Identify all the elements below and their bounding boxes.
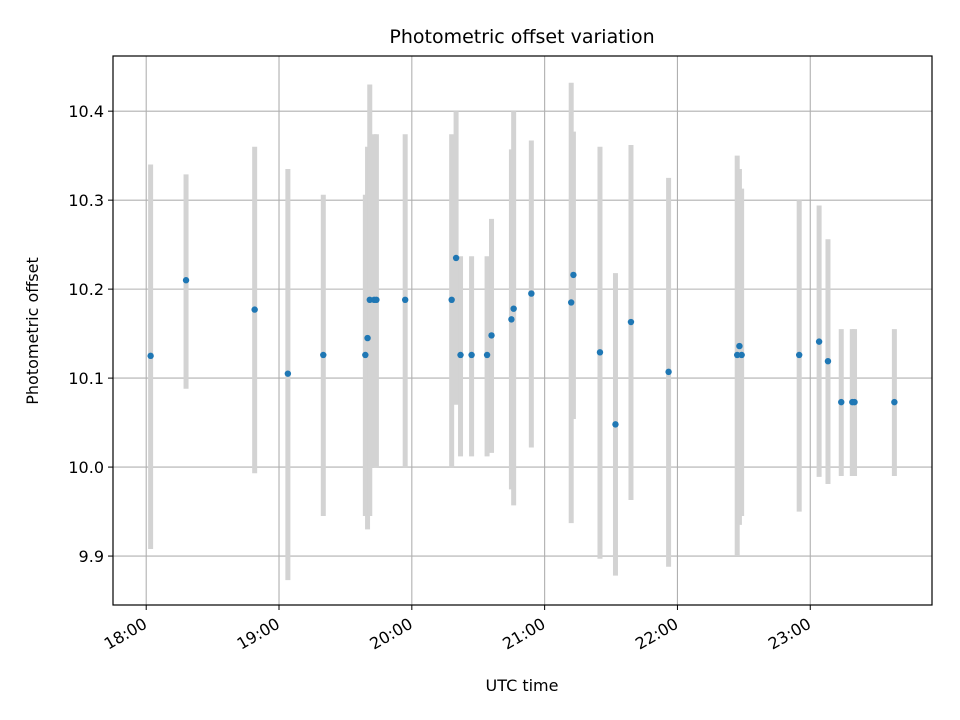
data-point — [570, 271, 577, 279]
chart-title: Photometric offset variation — [389, 26, 654, 48]
data-point — [851, 398, 858, 406]
data-point — [488, 332, 495, 339]
data-point — [452, 254, 460, 262]
data-point — [815, 338, 823, 345]
data-point — [468, 351, 475, 359]
data-point — [665, 368, 672, 376]
data-point — [284, 370, 292, 377]
data-point — [147, 352, 154, 360]
y-axis-ticks: 9.9 10.0 10.1 10.2 10.3 10.4 — [68, 102, 113, 566]
data-point — [838, 398, 845, 406]
y-tick-label: 10.1 — [68, 369, 104, 388]
data-point — [457, 351, 464, 359]
plot-frame — [112, 55, 933, 606]
data-point — [567, 299, 575, 306]
data-point — [373, 296, 380, 304]
data-point — [362, 351, 369, 359]
grid — [113, 56, 932, 605]
y-tick-label: 10.0 — [68, 458, 104, 477]
data-point — [401, 296, 409, 304]
data-point — [612, 421, 619, 428]
data-points — [147, 254, 898, 428]
data-point — [182, 277, 190, 284]
data-point — [251, 306, 258, 313]
data-point — [824, 357, 832, 365]
data-point — [320, 351, 327, 359]
data-point — [366, 296, 373, 304]
x-axis-title: UTC time — [486, 676, 559, 695]
data-point — [508, 316, 515, 323]
data-point — [627, 318, 635, 326]
y-tick-label: 9.9 — [79, 547, 104, 566]
data-point — [596, 349, 604, 356]
data-point — [510, 305, 517, 312]
y-tick-label: 10.2 — [68, 280, 104, 299]
y-tick-label: 10.3 — [68, 191, 104, 210]
data-point — [891, 398, 898, 406]
data-point — [448, 296, 455, 304]
data-point — [734, 351, 741, 359]
data-point — [795, 351, 803, 359]
y-axis-title: Photometric offset — [23, 257, 42, 405]
data-point — [483, 351, 491, 359]
data-point — [528, 290, 535, 297]
data-point — [736, 342, 743, 350]
y-tick-label: 10.4 — [68, 102, 104, 121]
data-point — [364, 334, 371, 342]
data-point — [738, 351, 745, 359]
